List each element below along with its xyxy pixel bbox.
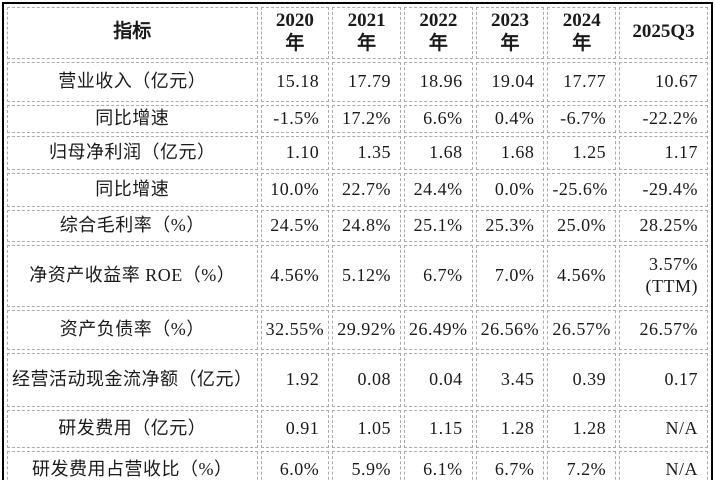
row-label: 经营活动现金流净额（亿元） — [7, 352, 258, 407]
cell-value: 7.2% — [547, 450, 617, 480]
cell-value: 1.05 — [332, 409, 401, 448]
cell-value: 10.67 — [619, 61, 708, 102]
cell-value: 4.56% — [547, 244, 617, 307]
table-row: 综合毛利率（%） 24.5% 24.8% 25.1% 25.3% 25.0% 28.25% — [7, 209, 708, 242]
row-label: 营业收入（亿元） — [7, 61, 258, 102]
cell-value: 0.91 — [260, 409, 330, 448]
cell-value: 0.0% — [475, 172, 545, 207]
col-header-2021年: 2021 年 — [332, 7, 401, 59]
cell-value: 25.1% — [403, 209, 473, 242]
row-label: 同比增速 — [7, 104, 258, 133]
cell-value: 0.39 — [547, 352, 617, 407]
cell-value: 1.92 — [260, 352, 330, 407]
cell-value: 22.7% — [332, 172, 401, 207]
cell-value: 26.56% — [475, 309, 545, 350]
cell-value: 24.4% — [403, 172, 473, 207]
table-row: 营业收入（亿元） 15.18 17.79 18.96 19.04 17.77 10.67 — [7, 61, 708, 102]
table-row: 研发费用（亿元） 0.91 1.05 1.15 1.28 1.28 N/A — [7, 409, 708, 448]
table-row: 归母净利润（亿元） 1.10 1.35 1.68 1.68 1.25 1.17 — [7, 135, 708, 170]
cell-value: 1.28 — [475, 409, 545, 448]
row-label: 净资产收益率 ROE（%） — [7, 244, 258, 307]
row-label: 资产负债率（%） — [7, 309, 258, 350]
col-header-2025Q3: 2025Q3 — [619, 7, 708, 59]
cell-value: 26.57% — [619, 309, 708, 350]
cell-value: -22.2% — [619, 104, 708, 133]
cell-value: N/A — [619, 409, 708, 448]
cell-value: 15.18 — [260, 61, 330, 102]
cell-value: 6.7% — [475, 450, 545, 480]
table-row: 同比增速 -1.5% 17.2% 6.6% 0.4% -6.7% -22.2% — [7, 104, 708, 133]
cell-value: 1.35 — [332, 135, 401, 170]
cell-value: 0.08 — [332, 352, 401, 407]
cell-value: -1.5% — [260, 104, 330, 133]
cell-value: 28.25% — [619, 209, 708, 242]
cell-value: 6.7% — [403, 244, 473, 307]
col-header-2023年: 2023 年 — [475, 7, 545, 59]
cell-value: 24.8% — [332, 209, 401, 242]
cell-value: 3.45 — [475, 352, 545, 407]
cell-value: 0.17 — [619, 352, 708, 407]
cell-value: 6.1% — [403, 450, 473, 480]
col-header-indicator: 指标 — [7, 7, 258, 59]
cell-value: 1.68 — [475, 135, 545, 170]
col-header-2022年: 2022 年 — [403, 7, 473, 59]
cell-value: -25.6% — [547, 172, 617, 207]
cell-value: 17.79 — [332, 61, 401, 102]
table-header-row: 指标 2020 年 2021 年 2022 年 2023 年 2024 年 2025Q3 — [7, 7, 708, 59]
cell-value: 32.55% — [260, 309, 330, 350]
cell-value: 1.25 — [547, 135, 617, 170]
row-label: 归母净利润（亿元） — [7, 135, 258, 170]
cell-value: 29.92% — [332, 309, 401, 350]
table-row: 研发费用占营收比（%） 6.0% 5.9% 6.1% 6.7% 7.2% N/A — [7, 450, 708, 480]
cell-value: 6.6% — [403, 104, 473, 133]
cell-value: 26.57% — [547, 309, 617, 350]
cell-value: -29.4% — [619, 172, 708, 207]
cell-value: 1.68 — [403, 135, 473, 170]
table-row: 资产负债率（%） 32.55% 29.92% 26.49% 26.56% 26.57% 26… — [7, 309, 708, 350]
cell-value: 10.0% — [260, 172, 330, 207]
col-header-2020年: 2020 年 — [260, 7, 330, 59]
cell-value: 18.96 — [403, 61, 473, 102]
cell-value: 26.49% — [403, 309, 473, 350]
cell-value: 19.04 — [475, 61, 545, 102]
cell-value: 1.17 — [619, 135, 708, 170]
table-body: 营业收入（亿元） 15.18 17.79 18.96 19.04 17.77 10.67 同比… — [7, 61, 708, 480]
cell-value: 1.10 — [260, 135, 330, 170]
cell-value: -6.7% — [547, 104, 617, 133]
cell-value: 0.4% — [475, 104, 545, 133]
cell-value: 25.0% — [547, 209, 617, 242]
cell-value: 5.12% — [332, 244, 401, 307]
cell-value: N/A — [619, 450, 708, 480]
row-label: 同比增速 — [7, 172, 258, 207]
cell-value: 1.15 — [403, 409, 473, 448]
row-label: 研发费用占营收比（%） — [7, 450, 258, 480]
cell-value: 7.0% — [475, 244, 545, 307]
cell-value: 17.2% — [332, 104, 401, 133]
row-label: 研发费用（亿元） — [7, 409, 258, 448]
cell-value: 24.5% — [260, 209, 330, 242]
cell-value: 17.77 — [547, 61, 617, 102]
cell-value: 0.04 — [403, 352, 473, 407]
table-row: 经营活动现金流净额（亿元） 1.92 0.08 0.04 3.45 0.39 0.17 — [7, 352, 708, 407]
row-label: 综合毛利率（%） — [7, 209, 258, 242]
cell-value: 3.57% (TTM) — [619, 244, 708, 307]
cell-value: 6.0% — [260, 450, 330, 480]
cell-value: 4.56% — [260, 244, 330, 307]
table-row: 净资产收益率 ROE（%） 4.56% 5.12% 6.7% 7.0% 4.56% 3.57… — [7, 244, 708, 307]
table-row: 同比增速 10.0% 22.7% 24.4% 0.0% -25.6% -29.4% — [7, 172, 708, 207]
col-header-2024年: 2024 年 — [547, 7, 617, 59]
cell-value: 25.3% — [475, 209, 545, 242]
cell-value: 1.28 — [547, 409, 617, 448]
cell-value: 5.9% — [332, 450, 401, 480]
